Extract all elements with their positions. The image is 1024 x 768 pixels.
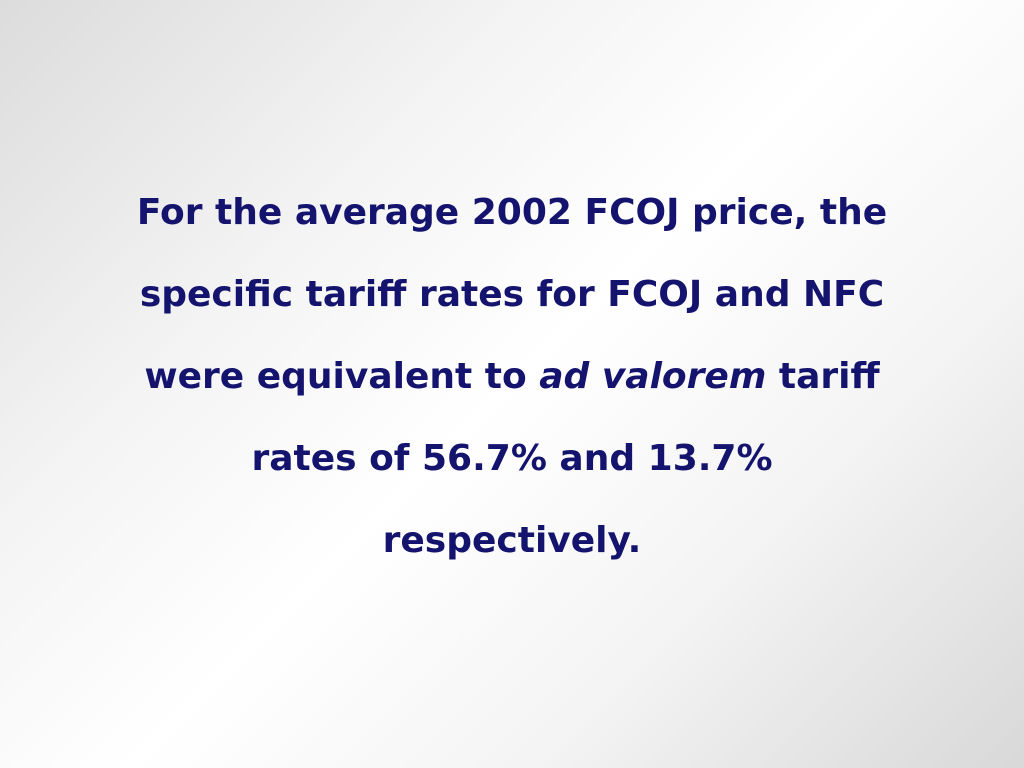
emphasis: ad valorem <box>539 356 767 397</box>
text-line: respectively. <box>382 520 642 561</box>
text-line: rates of 56.7% and 13.7% <box>251 438 773 479</box>
text-span: tariff <box>778 356 880 397</box>
text-line: For the average 2002 FCOJ price, the <box>136 192 888 233</box>
slide-body: For the average 2002 FCOJ price, the spe… <box>20 172 1004 582</box>
text-line: specific tariff rates for FCOJ and NFC <box>139 274 885 315</box>
text-line: were equivalent to ad valorem tariff <box>20 336 1004 418</box>
text-span: were equivalent to <box>144 356 527 397</box>
